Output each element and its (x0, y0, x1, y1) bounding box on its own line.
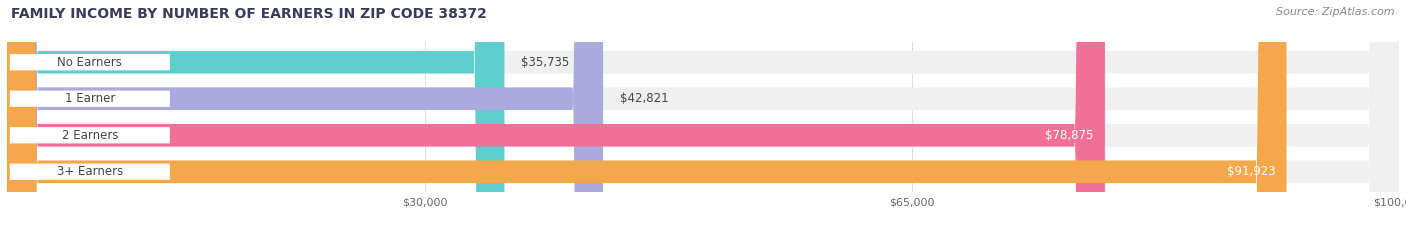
Text: $78,875: $78,875 (1046, 129, 1094, 142)
FancyBboxPatch shape (7, 0, 603, 234)
FancyBboxPatch shape (10, 54, 170, 70)
Text: $42,821: $42,821 (620, 92, 668, 105)
Text: No Earners: No Earners (58, 56, 122, 69)
FancyBboxPatch shape (7, 0, 1286, 234)
FancyBboxPatch shape (7, 0, 1399, 234)
Text: Source: ZipAtlas.com: Source: ZipAtlas.com (1277, 7, 1395, 17)
Text: 1 Earner: 1 Earner (65, 92, 115, 105)
FancyBboxPatch shape (7, 0, 1105, 234)
Text: $35,735: $35,735 (522, 56, 569, 69)
FancyBboxPatch shape (10, 127, 170, 143)
FancyBboxPatch shape (7, 0, 1399, 234)
Text: 3+ Earners: 3+ Earners (56, 165, 122, 178)
Text: FAMILY INCOME BY NUMBER OF EARNERS IN ZIP CODE 38372: FAMILY INCOME BY NUMBER OF EARNERS IN ZI… (11, 7, 486, 21)
Text: $91,923: $91,923 (1227, 165, 1275, 178)
FancyBboxPatch shape (7, 0, 1399, 234)
FancyBboxPatch shape (7, 0, 1399, 234)
FancyBboxPatch shape (10, 164, 170, 180)
FancyBboxPatch shape (7, 0, 505, 234)
FancyBboxPatch shape (10, 91, 170, 107)
Text: 2 Earners: 2 Earners (62, 129, 118, 142)
